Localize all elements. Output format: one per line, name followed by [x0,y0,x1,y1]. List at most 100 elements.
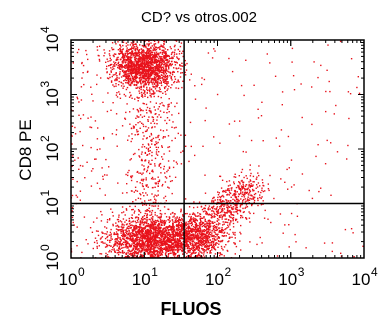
scatter-point [179,64,181,66]
scatter-point [188,215,190,218]
scatter-point [154,221,156,223]
scatter-point [174,235,176,238]
scatter-point [249,212,251,215]
scatter-point [235,186,238,189]
scatter-point [141,221,144,223]
scatter-point [116,75,118,77]
scatter-point [123,59,125,61]
scatter-point [145,67,147,69]
scatter-point [240,190,242,192]
scatter-point [138,226,141,228]
scatter-point [139,198,142,200]
scatter-point [133,235,136,237]
scatter-point [199,233,202,235]
scatter-point [132,201,134,203]
scatter-point [166,55,169,57]
scatter-point [131,71,133,73]
scatter-point [159,250,161,252]
scatter-point [164,74,166,77]
scatter-point [121,52,123,54]
scatter-point [154,244,156,246]
scatter-point [186,243,188,245]
scatter-point [127,70,129,72]
scatter-point [171,114,173,116]
scatter-point [142,72,144,75]
scatter-point [186,252,188,255]
scatter-point [161,145,163,147]
scatter-point [161,77,164,79]
scatter-point [140,86,143,89]
scatter-point [149,233,151,236]
scatter-point [159,79,162,82]
scatter-point [146,77,148,80]
scatter-point [147,235,149,237]
scatter-point [255,187,257,189]
scatter-point [152,120,154,122]
scatter-point [149,226,152,228]
scatter-point [154,230,157,232]
scatter-point [144,78,146,80]
scatter-point [232,218,234,221]
scatter-point [144,152,147,154]
scatter-point [211,229,213,232]
scatter-point [243,196,246,198]
scatter-point [149,60,152,63]
scatter-point [143,46,145,48]
scatter-point [137,233,139,236]
scatter-point [217,196,219,199]
scatter-point [243,194,245,197]
scatter-point [130,140,132,143]
scatter-point [122,44,124,47]
scatter-point [204,192,207,194]
scatter-point [123,93,125,96]
scatter-point [211,249,213,251]
scatter-point [178,216,181,219]
scatter-point [137,229,140,231]
scatter-point [151,170,153,172]
scatter-point [152,85,154,87]
scatter-point [152,231,154,233]
scatter-point [257,191,260,193]
scatter-point [147,250,149,252]
scatter-point [141,183,144,185]
scatter-point [150,66,152,68]
scatter-point [146,221,148,223]
scatter-point [165,200,167,202]
scatter-point [160,215,162,217]
scatter-point [145,137,148,140]
scatter-point [134,98,136,100]
scatter-point [119,49,122,51]
scatter-point [119,93,121,95]
scatter-point [125,72,127,75]
scatter-point [184,59,186,62]
scatter-point [122,238,125,240]
scatter-point [180,228,182,230]
scatter-point [136,235,138,237]
scatter-point [130,48,132,50]
scatter-point [176,224,178,226]
scatter-point [149,52,152,54]
scatter-point [214,229,217,232]
scatter-point [130,52,133,54]
scatter-point [202,210,205,213]
scatter-point [92,221,95,223]
scatter-point [169,247,171,250]
scatter-point [168,225,171,227]
scatter-point [109,54,111,57]
scatter-point [149,90,151,92]
scatter-point [155,232,157,234]
scatter-point [140,62,142,65]
scatter-point [140,52,142,55]
scatter-point [165,93,167,95]
scatter-point [204,224,206,226]
scatter-point [146,219,149,221]
scatter-point [153,40,156,42]
scatter-point [232,220,234,222]
scatter-point [161,241,164,243]
scatter-point [106,71,108,74]
scatter-point [166,117,169,119]
scatter-point [132,234,134,237]
scatter-point [147,237,150,239]
scatter-point [213,235,215,237]
scatter-point [164,119,166,122]
